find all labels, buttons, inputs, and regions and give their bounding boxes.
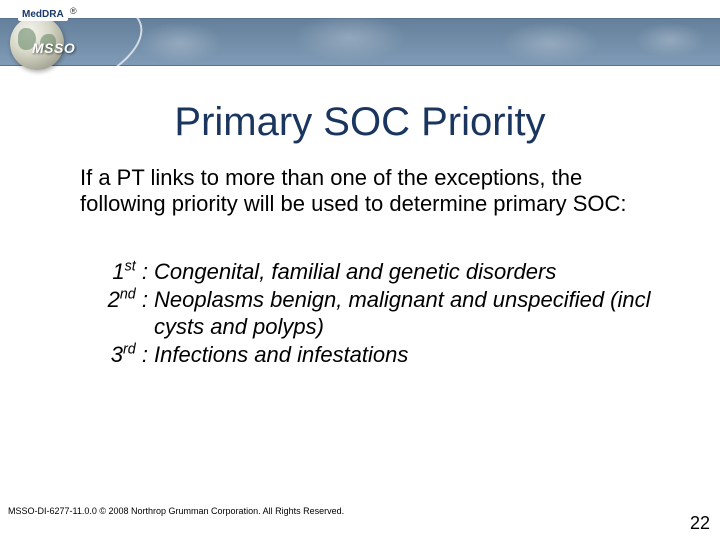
ordinal: 3rd : bbox=[98, 341, 154, 369]
intro-text: If a PT links to more than one of the ex… bbox=[80, 165, 660, 218]
org-label: MSSO bbox=[32, 40, 75, 56]
registered-mark: ® bbox=[70, 6, 77, 16]
list-item: 3rd : Infections and infestations bbox=[98, 341, 658, 369]
ordinal: 2nd : bbox=[98, 286, 154, 314]
list-item: 1st : Congenital, familial and genetic d… bbox=[98, 258, 658, 286]
brand-label: MedDRA bbox=[18, 8, 68, 21]
ordinal: 1st : bbox=[98, 258, 154, 286]
list-item: 2nd : Neoplasms benign, malignant and un… bbox=[98, 286, 658, 341]
priority-desc: Infections and infestations bbox=[154, 341, 658, 369]
logo: MedDRA ® MSSO bbox=[6, 6, 98, 78]
footer-text: MSSO-DI-6277-11.0.0 © 2008 Northrop Grum… bbox=[8, 506, 344, 516]
world-map-decoration bbox=[100, 18, 720, 66]
priority-list: 1st : Congenital, familial and genetic d… bbox=[98, 258, 658, 368]
page-number: 22 bbox=[690, 513, 710, 534]
page-title: Primary SOC Priority bbox=[0, 100, 720, 145]
priority-desc: Neoplasms benign, malignant and unspecif… bbox=[154, 286, 658, 341]
priority-desc: Congenital, familial and genetic disorde… bbox=[154, 258, 658, 286]
